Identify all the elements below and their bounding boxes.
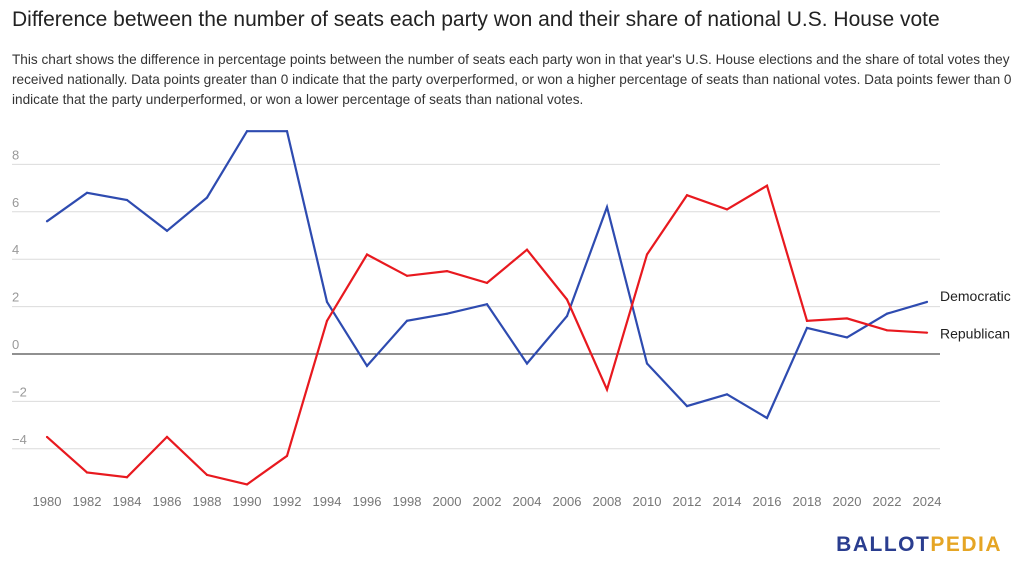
data-point-democratic [245, 130, 249, 133]
x-tick-label: 2008 [593, 494, 622, 509]
x-tick-label: 1994 [313, 494, 342, 509]
y-tick-label: 2 [12, 290, 19, 305]
x-tick-label: 1984 [113, 494, 142, 509]
data-point-republican [925, 331, 929, 334]
data-point-republican [605, 388, 609, 391]
data-point-democratic [765, 416, 769, 420]
data-point-democratic [685, 405, 689, 408]
x-tick-label: 2002 [473, 494, 502, 509]
ballotpedia-logo: BALLOTPEDIA [836, 533, 1002, 557]
x-tick-label: 1996 [353, 494, 382, 509]
x-tick-label: 1980 [33, 494, 62, 509]
data-point-democratic [325, 300, 329, 303]
data-point-republican [85, 471, 89, 474]
data-point-republican [245, 483, 249, 486]
y-tick-label: −2 [12, 384, 27, 399]
x-tick-label: 2018 [793, 494, 822, 509]
logo-part-ballot: BALLOT [836, 533, 931, 556]
y-tick-label: −4 [12, 432, 27, 447]
data-point-republican [765, 184, 769, 187]
x-tick-label: 1998 [393, 494, 422, 509]
x-tick-label: 2000 [433, 494, 462, 509]
data-point-democratic [845, 336, 849, 339]
data-point-democratic [165, 229, 169, 232]
data-point-republican [565, 298, 569, 301]
data-point-republican [885, 329, 889, 332]
data-point-republican [365, 253, 369, 256]
data-point-democratic [605, 205, 609, 209]
data-point-democratic [125, 198, 129, 202]
data-point-republican [725, 208, 729, 211]
data-point-republican [685, 194, 689, 197]
chart-title: Difference between the number of seats e… [12, 8, 940, 31]
series-label-republican: Republican [940, 326, 1010, 342]
data-point-republican [805, 319, 809, 322]
x-tick-label: 1986 [153, 494, 182, 509]
data-point-republican [165, 435, 169, 439]
y-tick-label: 4 [12, 242, 19, 257]
x-tick-label: 2022 [873, 494, 902, 509]
data-point-republican [845, 317, 849, 320]
logo-part-pedia: PEDIA [930, 533, 1002, 556]
data-point-democratic [285, 130, 289, 133]
data-point-democratic [85, 191, 89, 194]
series-line-republican [46, 184, 928, 486]
chart-subtitle: This chart shows the difference in perce… [12, 52, 1012, 107]
data-point-democratic [925, 300, 929, 303]
x-tick-label: 1982 [73, 494, 102, 509]
data-point-republican [405, 274, 409, 277]
series-line-democratic [46, 130, 928, 420]
x-tick-label: 2010 [633, 494, 662, 509]
data-point-republican [285, 454, 289, 458]
data-point-democratic [45, 220, 49, 223]
y-tick-label: 0 [12, 337, 19, 352]
data-point-democratic [525, 362, 529, 365]
data-point-democratic [205, 196, 209, 199]
data-point-republican [325, 319, 329, 322]
x-tick-label: 1988 [193, 494, 222, 509]
x-tick-label: 2014 [713, 494, 742, 509]
data-point-democratic [805, 326, 809, 330]
data-point-democratic [565, 314, 569, 318]
data-point-republican [645, 253, 649, 256]
data-point-republican [525, 248, 529, 251]
data-point-republican [125, 476, 129, 479]
x-tick-label: 1992 [273, 494, 302, 509]
data-point-democratic [885, 312, 889, 315]
data-point-republican [205, 473, 209, 476]
y-tick-label: 6 [12, 195, 19, 210]
x-tick-label: 2020 [833, 494, 862, 509]
data-point-democratic [485, 303, 489, 306]
data-point-democratic [645, 362, 649, 365]
data-point-republican [45, 435, 49, 439]
x-tick-label: 2012 [673, 494, 702, 509]
data-point-republican [445, 269, 449, 273]
data-point-republican [485, 281, 489, 284]
x-tick-label: 2006 [553, 494, 582, 509]
data-point-democratic [725, 393, 729, 396]
x-tick-label: 2016 [753, 494, 782, 509]
data-point-democratic [405, 319, 409, 322]
data-point-democratic [365, 364, 369, 367]
x-tick-label: 2024 [913, 494, 942, 509]
x-tick-label: 2004 [513, 494, 542, 509]
series-label-democratic: Democratic [940, 288, 1011, 304]
data-point-democratic [445, 312, 449, 315]
x-tick-label: 1990 [233, 494, 262, 509]
y-tick-label: 8 [12, 147, 19, 162]
